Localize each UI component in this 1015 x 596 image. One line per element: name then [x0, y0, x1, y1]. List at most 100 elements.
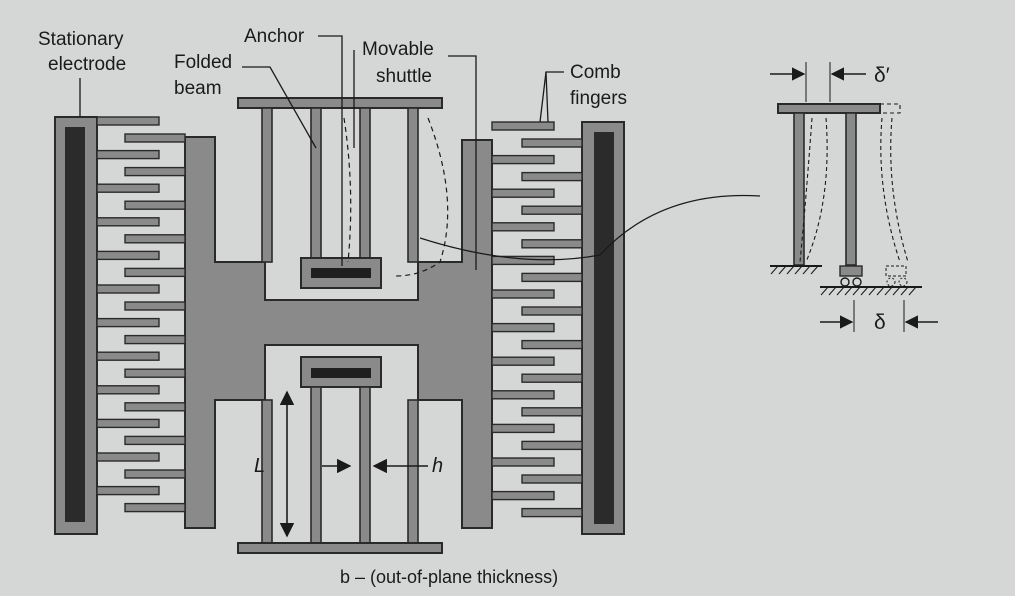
electrode-finger	[521, 239, 583, 249]
folded-beam-label-1: Folded	[174, 52, 232, 73]
electrode-finger	[96, 452, 160, 462]
bottom-inner-beam-right	[359, 386, 371, 544]
shuttle-finger	[124, 133, 186, 143]
hatch-line	[810, 265, 819, 275]
movable-shuttle	[124, 121, 555, 529]
folded-beam-label-2: beam	[174, 78, 222, 99]
bottom-beam-truss	[237, 542, 443, 554]
shuttle-finger	[491, 188, 555, 198]
model-roller-block	[839, 265, 863, 277]
electrode-finger	[521, 474, 583, 484]
right-shuttle-fingers	[491, 121, 555, 501]
movable-shuttle-label-2: shuttle	[376, 66, 432, 87]
top-anchor-bar	[311, 268, 371, 278]
shuttle-finger	[124, 234, 186, 244]
hatch-line	[892, 286, 901, 296]
roller-ground-hatch	[820, 286, 917, 296]
top-folded-beam	[237, 97, 449, 289]
leader-to-beam-model	[419, 194, 761, 261]
right-electrode-fingers	[521, 138, 583, 518]
shuttle-finger	[491, 289, 555, 299]
right-stationary-electrode	[521, 121, 625, 535]
hatch-line	[884, 286, 893, 296]
top-outer-beam-left	[261, 107, 273, 263]
shuttle-finger	[491, 121, 555, 131]
shuttle-finger	[491, 423, 555, 434]
displaced-roller-wheel-right	[898, 277, 908, 287]
movable-shuttle-label-1: Movable	[362, 39, 434, 60]
shuttle-finger	[124, 200, 186, 210]
shuttle-finger	[124, 368, 186, 378]
electrode-finger	[96, 317, 160, 328]
stationary-electrode-label-1: Stationary	[38, 29, 124, 50]
model-displaced-plate	[880, 103, 901, 114]
electrode-finger	[521, 205, 583, 215]
model-deflected-left-2	[805, 117, 828, 263]
delta-label: δ	[874, 311, 886, 334]
model-left-beam	[793, 112, 805, 266]
electrode-finger	[96, 183, 160, 193]
hatch-line	[852, 286, 861, 296]
hatch-line	[820, 286, 829, 296]
hatch-line	[876, 286, 885, 296]
electrode-finger	[521, 373, 583, 383]
shuttle-finger	[491, 356, 555, 366]
electrode-finger	[96, 418, 160, 429]
hatch-line	[828, 286, 837, 296]
hatch-line	[836, 286, 845, 296]
comb-fingers-label-1: Comb	[570, 62, 621, 83]
displaced-roller-wheel-left	[886, 277, 896, 287]
shuttle-body	[184, 136, 493, 529]
model-top-plate	[777, 103, 881, 114]
anchor-label: Anchor	[244, 26, 305, 47]
leader-anchor	[318, 35, 343, 266]
shuttle-finger	[124, 469, 186, 479]
left-stationary-electrode	[54, 116, 160, 535]
shuttle-finger	[124, 402, 186, 412]
beam-deflection-model	[770, 62, 938, 332]
electrode-finger	[521, 407, 583, 417]
hatch-line	[860, 286, 869, 296]
hatch-line	[770, 265, 779, 275]
top-inner-beam-right	[359, 107, 371, 261]
hatch-line	[802, 265, 811, 275]
length-label: L	[254, 455, 265, 477]
electrode-finger	[96, 250, 160, 261]
shuttle-finger	[491, 322, 555, 333]
hatch-line	[900, 286, 909, 296]
width-label: h	[432, 455, 443, 477]
top-outer-beam-right	[407, 107, 419, 263]
bottom-anchor-bar	[311, 368, 371, 378]
left-electrode-fingers	[96, 116, 160, 496]
dimension-markers	[279, 390, 428, 538]
labels: Stationary electrode Folded beam Anchor …	[38, 26, 890, 587]
stationary-electrode-label-2: electrode	[48, 54, 126, 75]
electrode-finger	[96, 351, 160, 361]
electrode-finger	[521, 440, 583, 451]
hatch-line	[868, 286, 877, 296]
electrode-finger	[521, 306, 583, 316]
model-deflected-right	[880, 117, 901, 263]
electrode-finger	[96, 485, 160, 496]
thickness-label: b – (out-of-plane thickness)	[340, 567, 558, 587]
shuttle-finger	[491, 255, 555, 266]
deflected-outer-beam	[395, 117, 449, 277]
model-deflected-left	[799, 117, 813, 263]
comb-fingers-label-2: fingers	[570, 88, 627, 109]
hatch-line	[844, 286, 853, 296]
electrode-finger	[521, 507, 583, 518]
shuttle-finger	[124, 435, 186, 446]
bottom-inner-beam-left	[310, 386, 322, 544]
shuttle-finger	[124, 166, 186, 177]
hatch-line	[778, 265, 787, 275]
electrode-finger	[96, 149, 160, 160]
electrode-finger	[96, 385, 160, 395]
right-electrode-bar	[594, 132, 614, 524]
shuttle-finger	[491, 490, 555, 501]
shuttle-finger	[124, 502, 186, 513]
model-right-beam	[845, 112, 857, 266]
electrode-finger	[521, 171, 583, 182]
shuttle-finger	[124, 334, 186, 345]
